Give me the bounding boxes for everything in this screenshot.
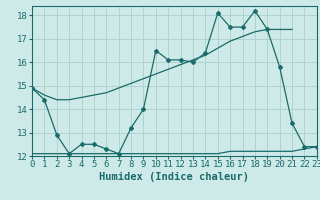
X-axis label: Humidex (Indice chaleur): Humidex (Indice chaleur) <box>100 172 249 182</box>
